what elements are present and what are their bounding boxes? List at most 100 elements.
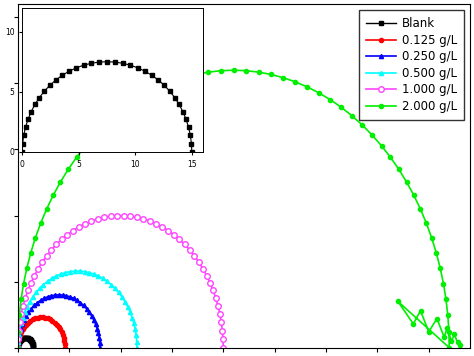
0.125 g/L	[37, 315, 43, 319]
Blank	[20, 336, 26, 341]
2.000 g/L	[445, 313, 451, 318]
1.000 g/L	[153, 221, 159, 226]
1.000 g/L	[54, 242, 59, 246]
Blank	[16, 342, 21, 346]
0.500 g/L	[20, 315, 26, 320]
0.250 g/L	[48, 294, 54, 298]
0.250 g/L	[18, 326, 23, 331]
0.125 g/L	[62, 342, 68, 346]
0.125 g/L	[40, 315, 46, 319]
0.500 g/L	[100, 276, 106, 281]
0.500 g/L	[24, 305, 30, 309]
0.250 g/L	[15, 346, 20, 350]
0.125 g/L	[47, 317, 53, 321]
0.250 g/L	[71, 296, 76, 300]
1.000 g/L	[17, 320, 22, 325]
0.500 g/L	[37, 286, 43, 290]
0.125 g/L	[30, 317, 36, 321]
0.500 g/L	[17, 327, 22, 331]
1.000 g/L	[220, 346, 226, 350]
1.000 g/L	[217, 312, 223, 316]
0.125 g/L	[27, 319, 33, 323]
0.125 g/L	[35, 315, 40, 320]
Blank	[30, 343, 36, 347]
Blank	[26, 337, 32, 341]
1.000 g/L	[82, 221, 88, 226]
0.500 g/L	[67, 269, 73, 274]
0.125 g/L	[54, 323, 60, 327]
0.250 g/L	[81, 303, 86, 308]
0.500 g/L	[122, 299, 128, 304]
1.000 g/L	[213, 296, 219, 300]
1.000 g/L	[15, 346, 20, 350]
1.000 g/L	[76, 225, 82, 229]
1.000 g/L	[36, 267, 41, 271]
0.500 g/L	[129, 315, 135, 320]
1.000 g/L	[219, 320, 224, 325]
0.250 g/L	[17, 331, 22, 335]
0.125 g/L	[42, 315, 48, 320]
0.250 g/L	[28, 307, 34, 311]
0.250 g/L	[96, 336, 102, 340]
0.250 g/L	[52, 293, 58, 297]
Blank	[22, 336, 27, 340]
0.500 g/L	[104, 279, 110, 283]
1.000 g/L	[140, 217, 146, 221]
0.250 g/L	[23, 314, 29, 318]
Blank	[28, 338, 34, 342]
Blank	[15, 346, 20, 350]
Blank	[21, 336, 27, 340]
0.500 g/L	[134, 346, 140, 350]
Line: Blank: Blank	[16, 336, 35, 350]
0.125 g/L	[61, 336, 67, 340]
1.000 g/L	[196, 260, 201, 264]
Blank	[24, 336, 30, 340]
Blank	[29, 340, 35, 344]
Blank	[18, 337, 24, 341]
1.000 g/L	[128, 214, 133, 218]
0.125 g/L	[25, 320, 31, 325]
0.250 g/L	[91, 318, 97, 322]
2.000 g/L	[457, 343, 463, 347]
0.250 g/L	[60, 293, 65, 297]
0.500 g/L	[112, 286, 118, 290]
1.000 g/L	[204, 273, 210, 278]
0.250 g/L	[16, 336, 21, 340]
1.000 g/L	[191, 253, 197, 258]
2.000 g/L	[231, 68, 237, 72]
0.125 g/L	[18, 330, 24, 334]
1.000 g/L	[176, 237, 182, 241]
0.500 g/L	[15, 346, 20, 350]
1.000 g/L	[171, 232, 177, 237]
0.500 g/L	[128, 310, 133, 314]
0.500 g/L	[91, 272, 97, 276]
Blank	[25, 336, 30, 340]
1.000 g/L	[215, 304, 221, 308]
Blank	[30, 345, 36, 349]
Blank	[16, 341, 21, 345]
Blank	[23, 336, 29, 340]
0.250 g/L	[84, 307, 90, 311]
Blank	[19, 337, 25, 341]
1.000 g/L	[95, 217, 100, 221]
0.125 g/L	[20, 327, 26, 331]
1.000 g/L	[114, 214, 120, 218]
0.500 g/L	[125, 305, 130, 309]
2.000 g/L	[145, 91, 151, 95]
Blank	[29, 341, 35, 345]
1.000 g/L	[28, 281, 34, 285]
0.250 g/L	[78, 300, 83, 305]
0.125 g/L	[56, 325, 62, 329]
0.500 g/L	[82, 269, 87, 274]
1.000 g/L	[159, 225, 165, 229]
1.000 g/L	[89, 219, 94, 223]
Legend: Blank, 0.125 g/L, 0.250 g/L, 0.500 g/L, 1.000 g/L, 2.000 g/L: Blank, 0.125 g/L, 0.250 g/L, 0.500 g/L, …	[359, 10, 464, 120]
0.500 g/L	[116, 290, 121, 294]
1.000 g/L	[39, 260, 45, 264]
1.000 g/L	[207, 281, 213, 285]
0.500 g/L	[72, 269, 78, 273]
0.125 g/L	[21, 325, 27, 329]
1.000 g/L	[108, 214, 113, 218]
Blank	[16, 340, 22, 345]
Line: 0.125 g/L: 0.125 g/L	[16, 315, 67, 350]
